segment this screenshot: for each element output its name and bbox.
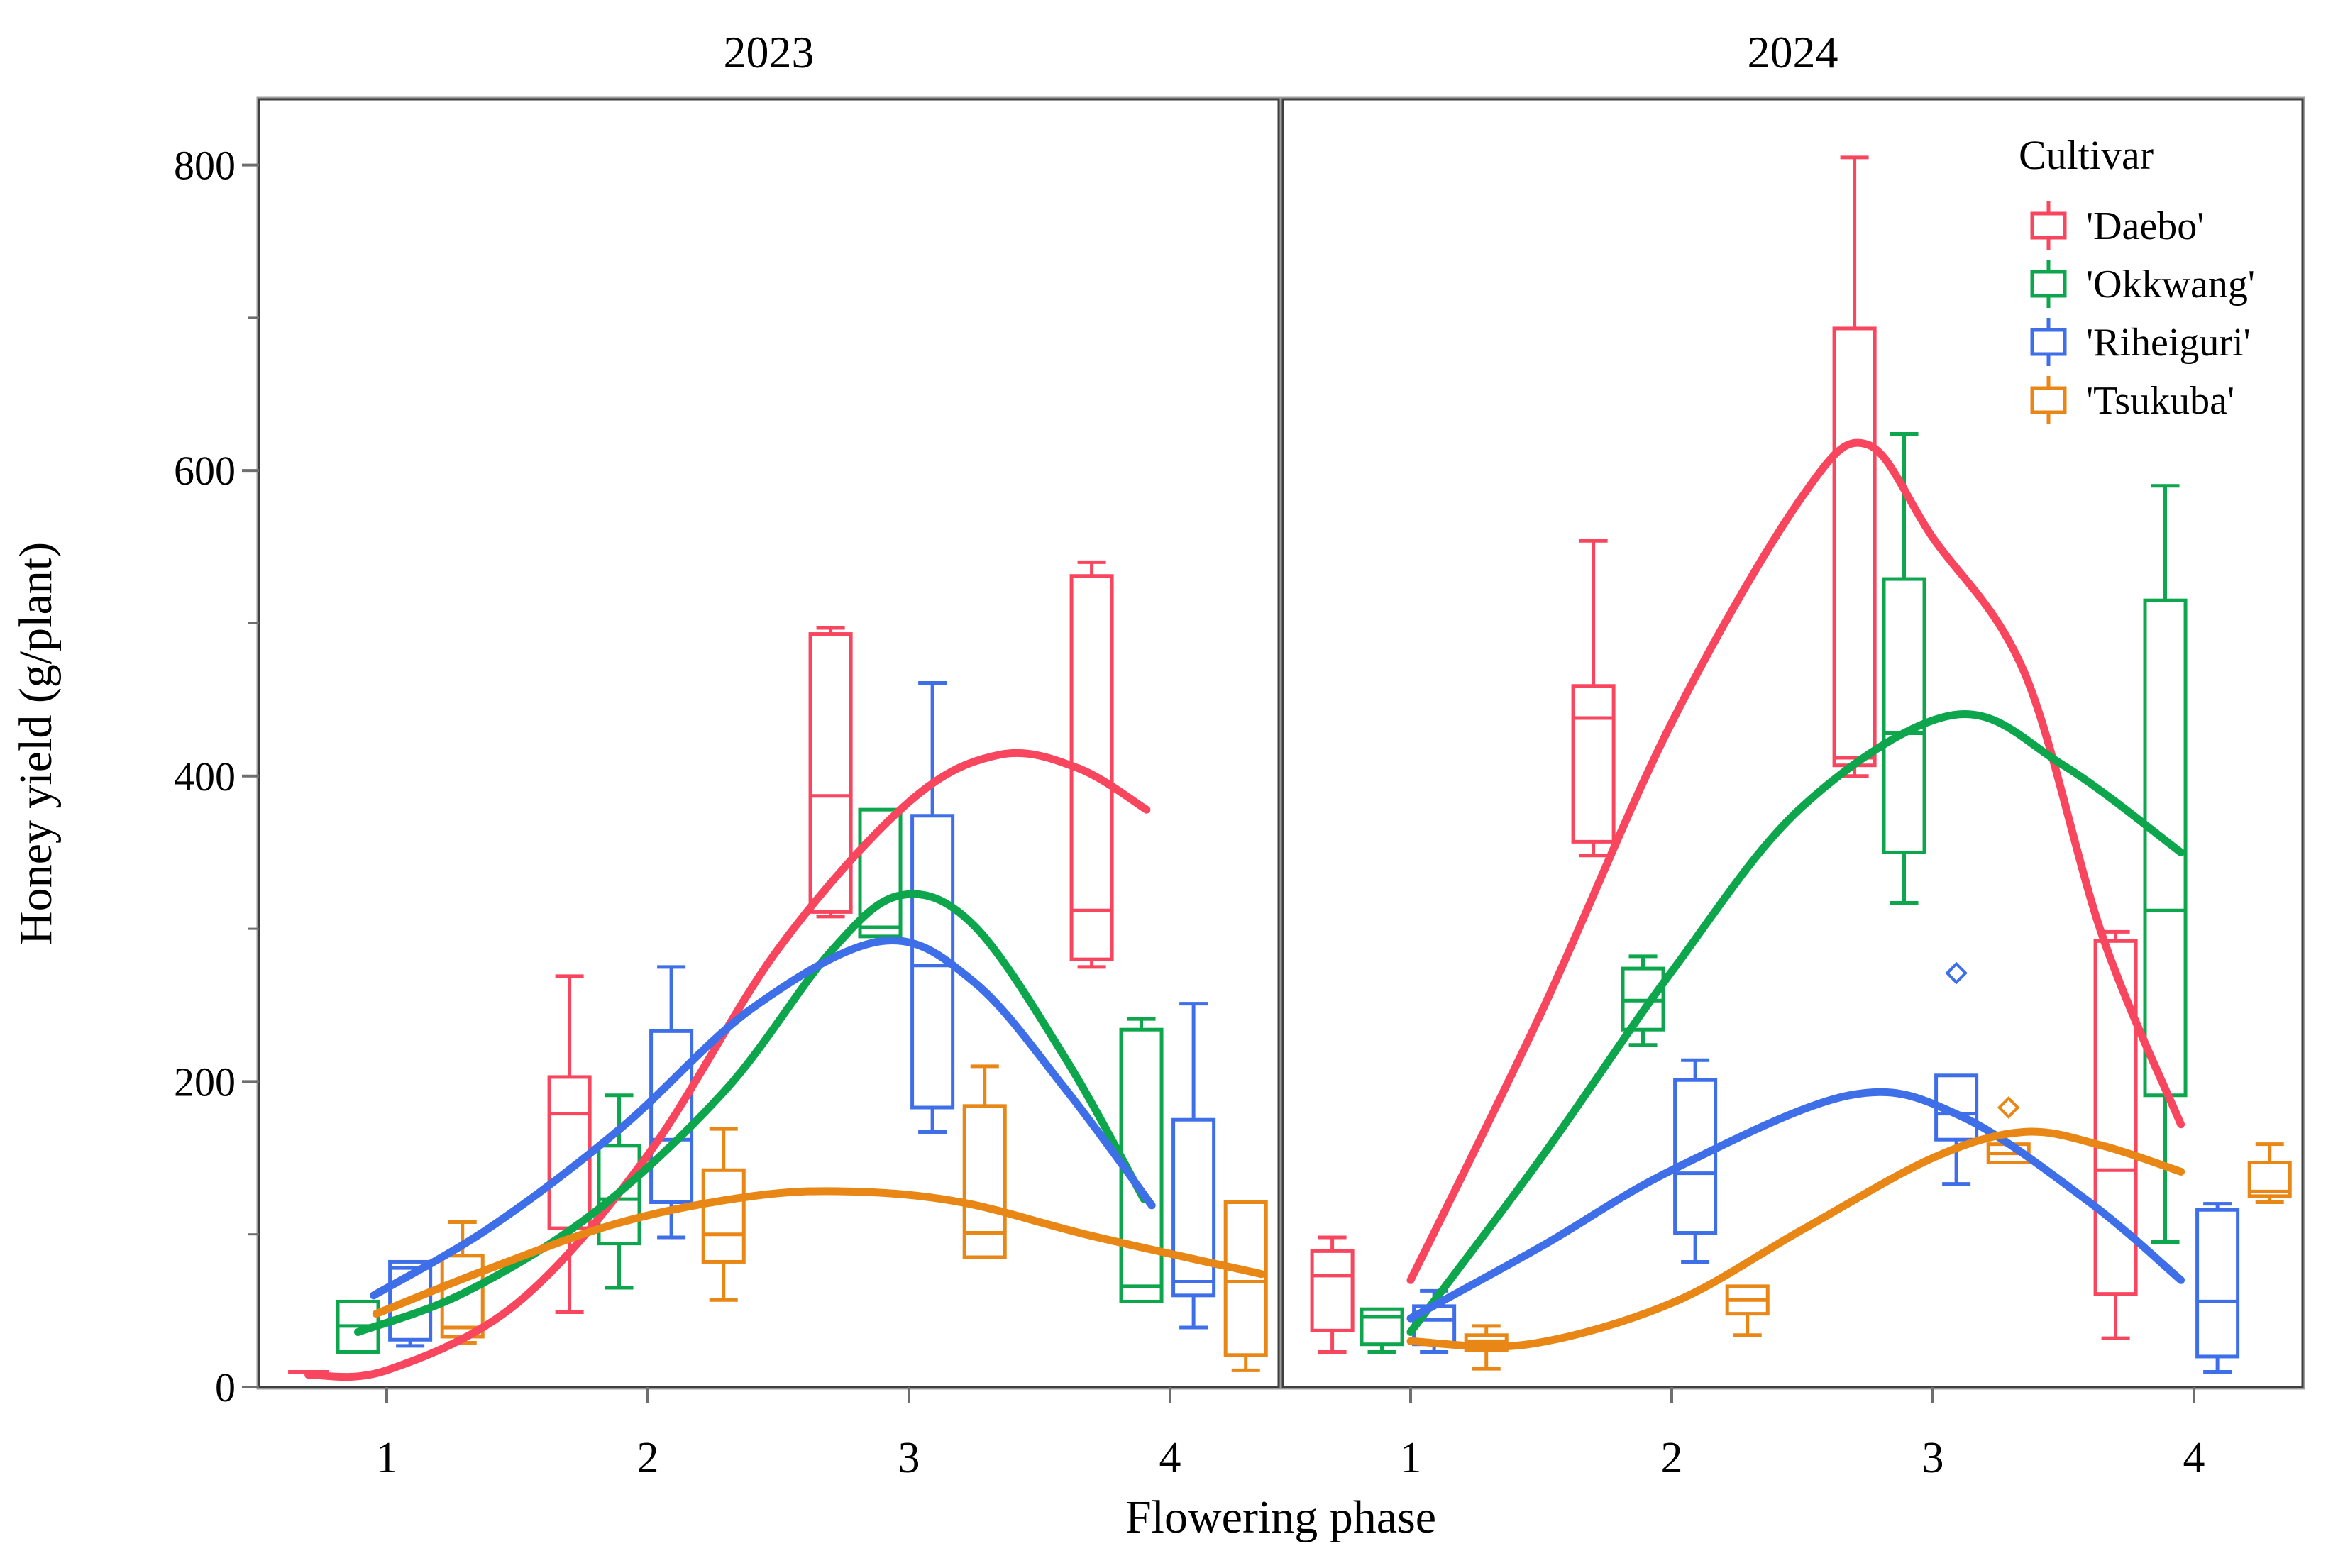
x-tick-label-2023-2: 2 — [637, 1434, 659, 1482]
boxplot-daebo-2024-phase2 — [1571, 539, 1616, 858]
boxplot-riheiguri-2024-phase2 — [1673, 1058, 1718, 1264]
trend-curve-tsukuba-2024 — [1406, 1127, 2185, 1351]
iqr-box — [1882, 577, 1926, 854]
iqr-box — [1171, 1117, 1216, 1298]
x-tick-label-2024-1: 1 — [1400, 1434, 1422, 1482]
legend-title: Cultivar — [2019, 132, 2154, 178]
y-tick-label-600: 600 — [174, 448, 236, 494]
legend-item-riheiguri: 'Riheiguri' — [2030, 318, 2251, 366]
iqr-box — [1310, 1249, 1355, 1332]
boxplot-daebo-2023-phase3 — [808, 626, 853, 919]
boxplot-tsukuba-2024-phase4 — [2247, 1142, 2292, 1204]
legend-item-okkwang: 'Okkwang' — [2030, 260, 2255, 308]
boxplot-riheiguri-2024-phase4 — [2195, 1202, 2240, 1374]
iqr-box — [2247, 1161, 2292, 1198]
legend-key-box — [2030, 386, 2067, 414]
iqr-box — [701, 1168, 746, 1264]
legend-label-3: 'Tsukuba' — [2086, 379, 2234, 423]
y-axis: 0 200 400 600 800 Honey yield (g/plant) — [10, 143, 259, 1410]
outlier-riheiguri-2024 — [1945, 961, 1968, 985]
panel-border — [1281, 98, 2304, 1388]
iqr-box — [808, 632, 853, 914]
x-tick-label-2023-1: 1 — [376, 1434, 398, 1482]
curves-2024 — [1406, 438, 2185, 1351]
trend-curve-riheiguri-2024 — [1406, 1088, 2185, 1323]
trend-curve-daebo-2023 — [304, 749, 1151, 1381]
legend-item-tsukuba: 'Tsukuba' — [2030, 376, 2234, 424]
legend-label-1: 'Okkwang' — [2086, 263, 2255, 307]
facet-panel-2023: 2023 — [256, 27, 1281, 1390]
trend-curve-okkwang-2024 — [1406, 710, 2185, 1336]
x-axis-title: Flowering phase — [1125, 1491, 1436, 1543]
curves-2023 — [304, 749, 1266, 1381]
boxplot-tsukuba-2024-phase2 — [1725, 1284, 1770, 1337]
legend-key-box — [2030, 328, 2067, 356]
boxplot-okkwang-2024-phase1 — [1360, 1307, 1404, 1354]
x-tick-label-2024-3: 3 — [1922, 1434, 1944, 1482]
iqr-box — [388, 1259, 433, 1342]
legend-item-daebo: 'Daebo' — [2030, 201, 2204, 250]
boxplot-tsukuba-2023-phase4 — [1223, 1200, 1268, 1372]
x-axis: 1 2 3 4 1 2 3 4 Flowering phase — [376, 1387, 2205, 1543]
legend-key-box — [2030, 211, 2067, 240]
boxplot-tsukuba-2023-phase2 — [701, 1127, 746, 1302]
boxplot-riheiguri-2023-phase4 — [1171, 1002, 1216, 1330]
y-tick-label-800: 800 — [174, 143, 236, 189]
trend-curve-tsukuba-2023 — [372, 1187, 1266, 1318]
iqr-box — [1360, 1307, 1404, 1347]
iqr-box — [1223, 1200, 1268, 1357]
facet-panel-2024: 2024 — [1280, 27, 2305, 1390]
y-tick-label-400: 400 — [174, 753, 236, 800]
boxplot-okkwang-2023-phase3 — [858, 807, 903, 939]
iqr-box — [2093, 939, 2138, 1296]
y-axis-title: Honey yield (g/plant) — [10, 542, 62, 945]
facet-title-2023: 2023 — [724, 27, 815, 77]
iqr-box — [1571, 684, 1616, 844]
trend-curve-riheiguri-2023 — [370, 937, 1156, 1300]
trend-curve-daebo-2024 — [1406, 438, 2185, 1284]
x-tick-label-2024-2: 2 — [1661, 1434, 1683, 1482]
x-tick-label-2023-3: 3 — [898, 1434, 920, 1482]
iqr-box — [597, 1144, 641, 1246]
iqr-box — [858, 807, 903, 939]
outlier-tsukuba-2024 — [1997, 1096, 2020, 1119]
x-tick-label-2024-4: 4 — [2183, 1434, 2205, 1482]
y-tick-label-200: 200 — [174, 1059, 236, 1105]
legend-label-0: 'Daebo' — [2086, 204, 2204, 248]
iqr-box — [1673, 1078, 1718, 1235]
iqr-box — [649, 1029, 694, 1204]
boxplot-tsukuba-2023-phase3 — [962, 1064, 1007, 1259]
legend: Cultivar 'Daebo' 'Okkwang' 'Riheiguri' 'Tsuk… — [2019, 132, 2255, 424]
y-tick-label-0: 0 — [215, 1364, 236, 1410]
iqr-box — [2195, 1208, 2240, 1359]
legend-label-2: 'Riheiguri' — [2086, 321, 2251, 365]
panel-border — [258, 98, 1280, 1388]
boxplot-daebo-2024-phase4 — [2093, 929, 2138, 1340]
legend-key-box — [2030, 270, 2067, 298]
facet-title-2024: 2024 — [1748, 27, 1838, 77]
x-tick-label-2023-4: 4 — [1159, 1434, 1181, 1482]
boxplot-daebo-2024-phase1 — [1310, 1235, 1355, 1354]
iqr-box — [962, 1104, 1007, 1259]
boxplot-okkwang-2024-phase2 — [1621, 954, 1665, 1047]
boxplot-okkwang-2024-phase3 — [1882, 432, 1926, 905]
